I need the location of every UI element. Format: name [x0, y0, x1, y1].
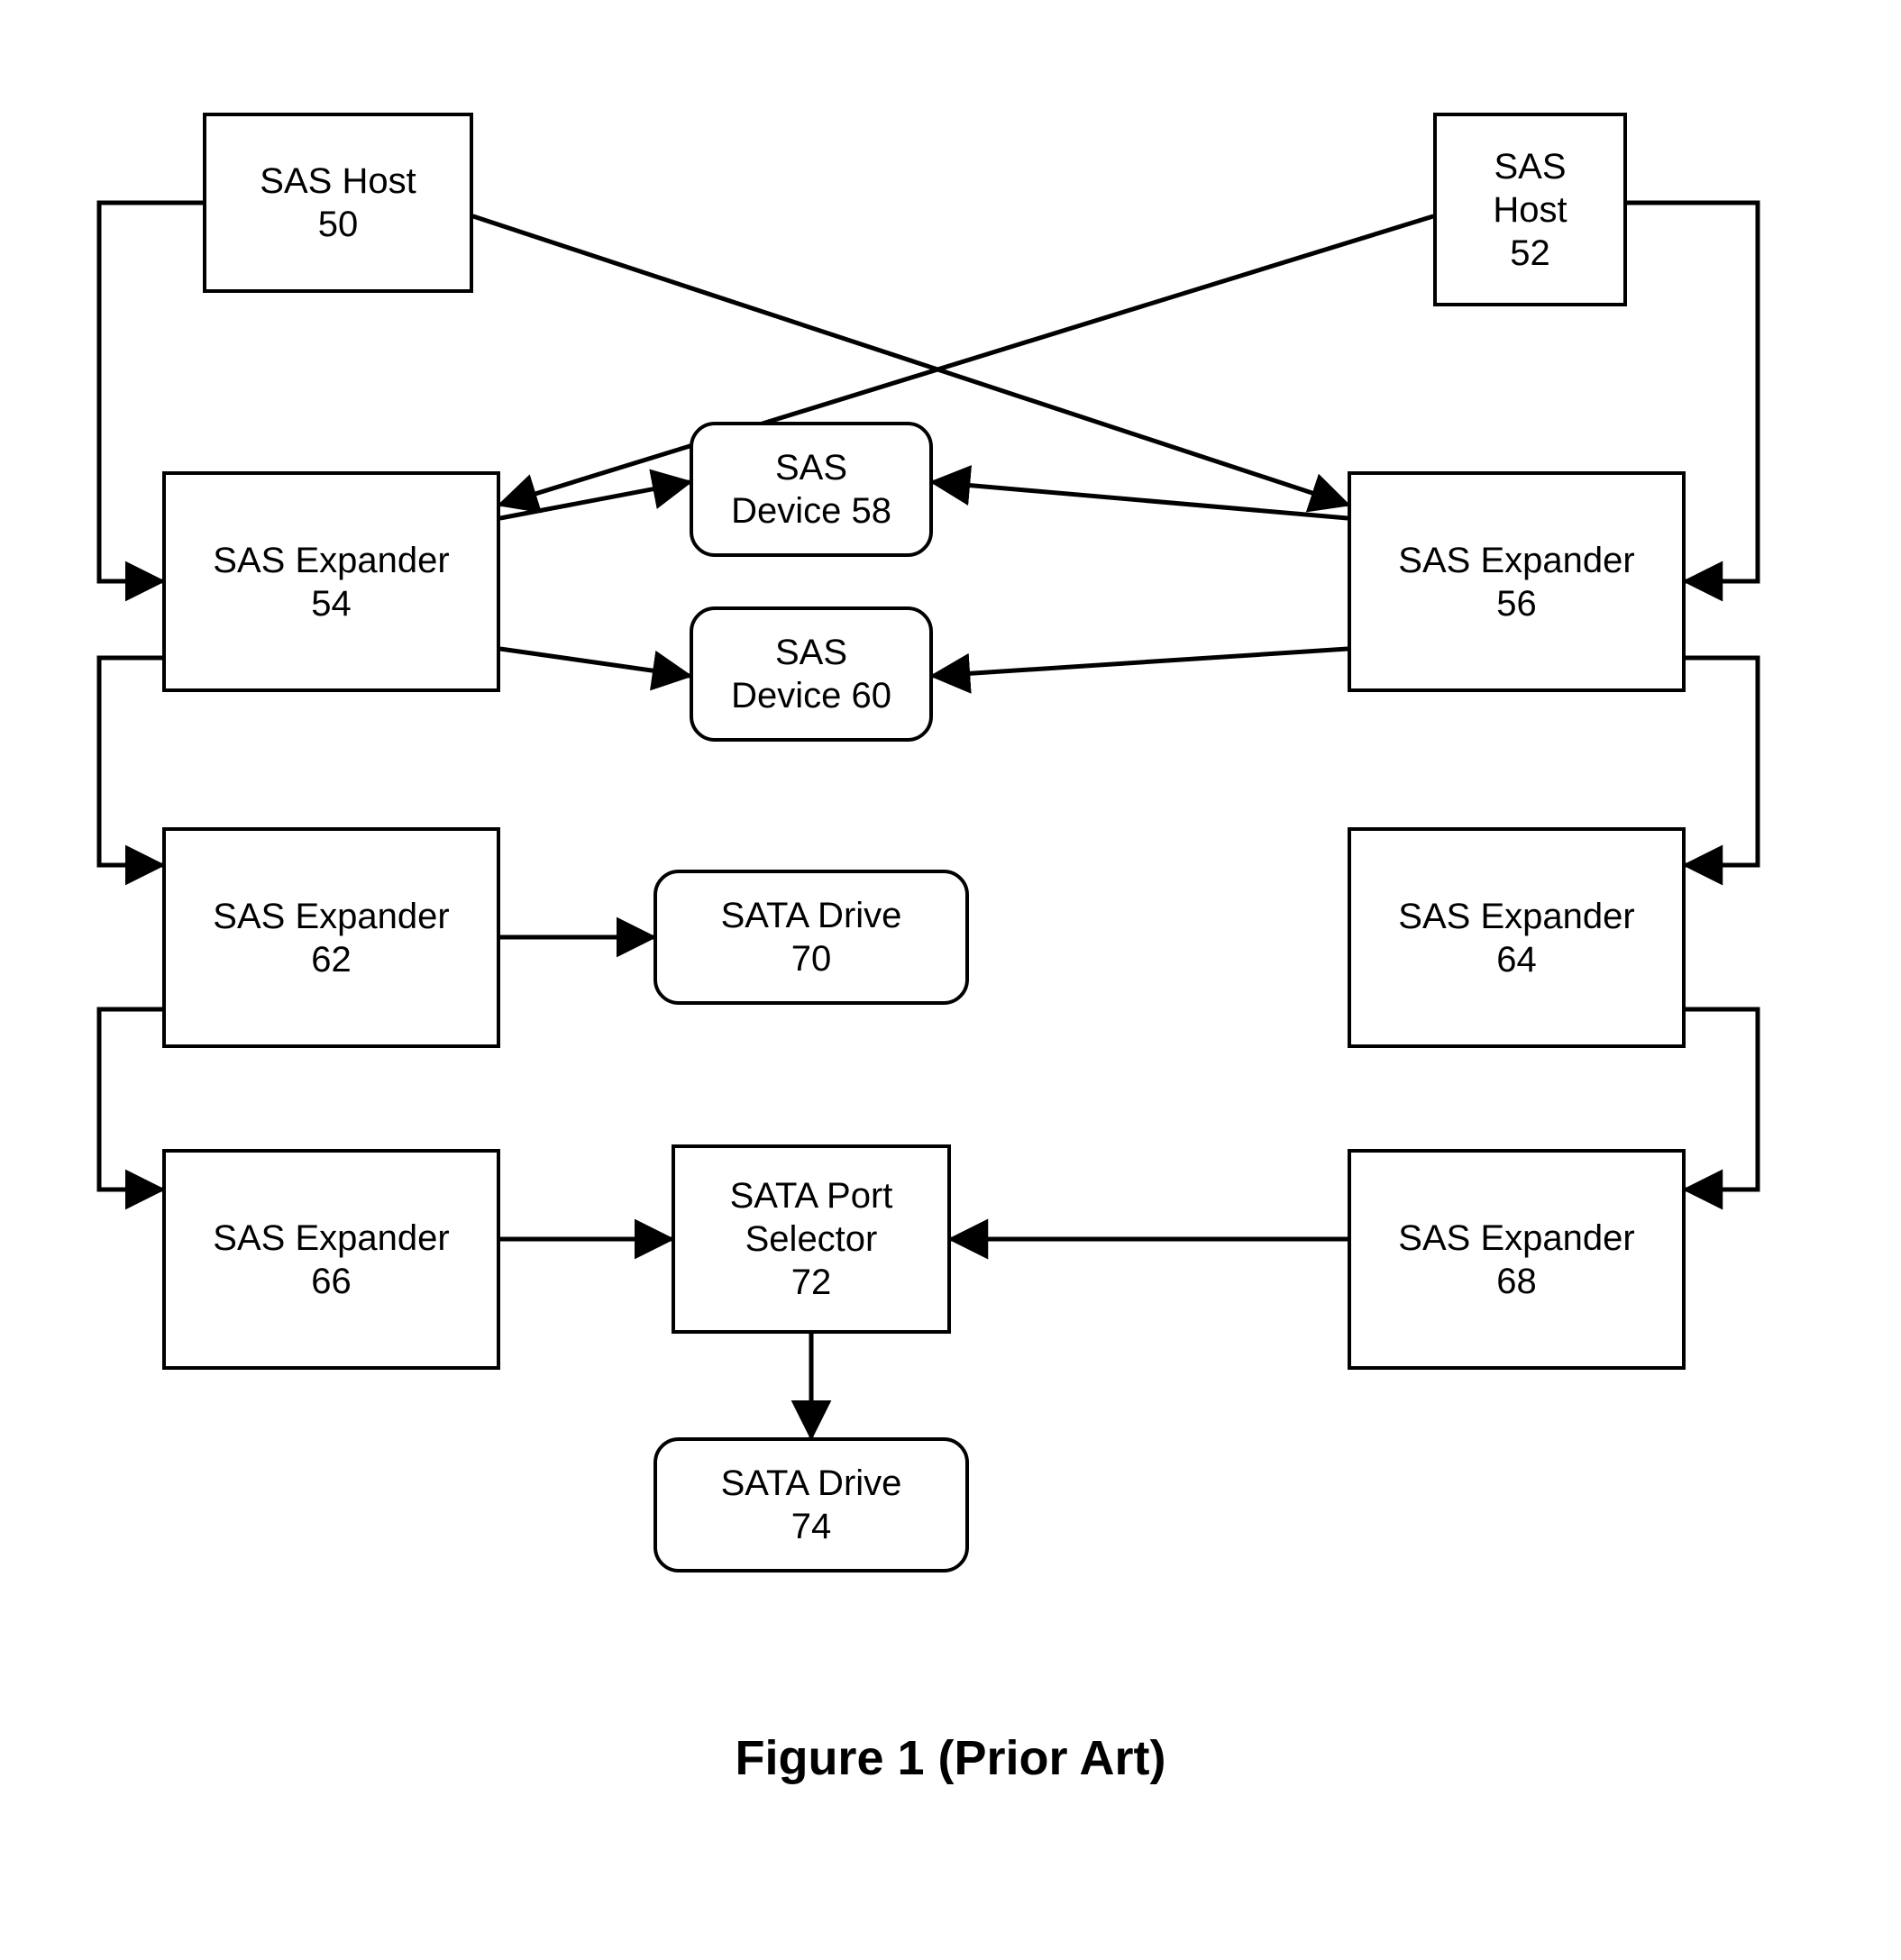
- node-label: Device 60: [731, 674, 891, 717]
- node-label: SAS: [1494, 145, 1566, 188]
- node-dev58: SAS Device 58: [690, 422, 933, 557]
- edge: [99, 1009, 162, 1190]
- node-sata70: SATA Drive 70: [653, 870, 969, 1005]
- node-label: SAS Host: [260, 160, 416, 203]
- node-exp62: SAS Expander 62: [162, 827, 500, 1048]
- node-label: 62: [311, 938, 352, 981]
- edge: [1686, 658, 1758, 865]
- node-label: SAS Expander: [1398, 1217, 1634, 1260]
- node-label: SAS Expander: [1398, 539, 1634, 582]
- node-label: 68: [1496, 1260, 1537, 1303]
- node-label: 56: [1496, 582, 1537, 625]
- edge: [933, 482, 1348, 518]
- node-portsel72: SATA Port Selector 72: [672, 1144, 951, 1334]
- node-label: SAS Expander: [1398, 895, 1634, 938]
- node-dev60: SAS Device 60: [690, 606, 933, 742]
- node-label: SATA Drive: [721, 894, 902, 937]
- node-label: SATA Port: [730, 1174, 893, 1217]
- node-host50: SAS Host 50: [203, 113, 473, 293]
- edge: [500, 216, 1433, 505]
- diagram-canvas: SAS Host 50 SAS Host 52 SAS Expander 54 …: [0, 0, 1901, 1960]
- node-label: SAS: [775, 631, 847, 674]
- node-label: Device 58: [731, 489, 891, 533]
- edge: [500, 649, 690, 676]
- node-exp54: SAS Expander 54: [162, 471, 500, 692]
- node-sata74: SATA Drive 74: [653, 1437, 969, 1573]
- node-label: 74: [791, 1505, 832, 1548]
- node-exp68: SAS Expander 68: [1348, 1149, 1686, 1370]
- edge: [99, 658, 162, 865]
- node-label: 72: [791, 1261, 832, 1304]
- node-label: SAS Expander: [213, 1217, 449, 1260]
- node-label: 66: [311, 1260, 352, 1303]
- node-exp56: SAS Expander 56: [1348, 471, 1686, 692]
- figure-caption: Figure 1 (Prior Art): [0, 1730, 1901, 1786]
- node-label: 50: [318, 203, 359, 246]
- node-label: 64: [1496, 938, 1537, 981]
- node-label: SATA Drive: [721, 1462, 902, 1505]
- node-label: SAS: [775, 446, 847, 489]
- node-label: SAS Expander: [213, 539, 449, 582]
- node-label: SAS Expander: [213, 895, 449, 938]
- node-exp64: SAS Expander 64: [1348, 827, 1686, 1048]
- node-label: 52: [1510, 232, 1550, 275]
- node-host52: SAS Host 52: [1433, 113, 1627, 306]
- node-label: Selector: [745, 1217, 878, 1261]
- node-label: 70: [791, 937, 832, 980]
- node-label: 54: [311, 582, 352, 625]
- node-exp66: SAS Expander 66: [162, 1149, 500, 1370]
- edge: [1686, 1009, 1758, 1190]
- edge: [500, 482, 690, 518]
- node-label: Host: [1493, 188, 1567, 232]
- edge: [933, 649, 1348, 676]
